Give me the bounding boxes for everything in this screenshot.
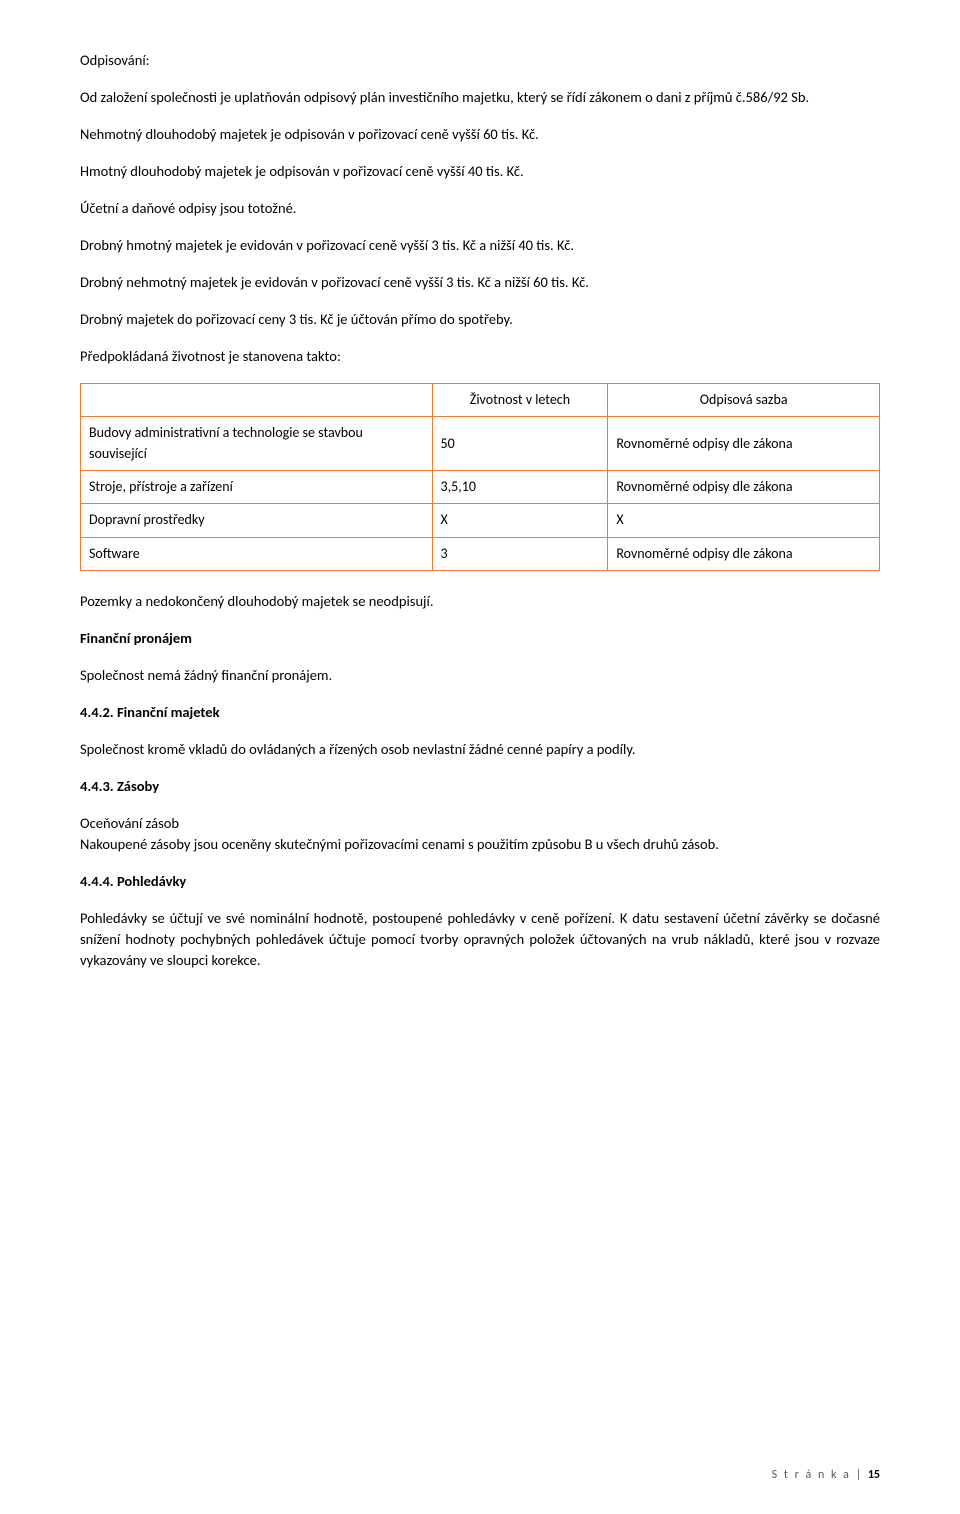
table-cell: Stroje, přístroje a zařízení bbox=[81, 471, 433, 504]
page-footer: S t r á n k a | 15 bbox=[772, 1467, 880, 1484]
paragraph: Společnost nemá žádný finanční pronájem. bbox=[80, 665, 880, 686]
table-header-row: Životnost v letech Odpisová sazba bbox=[81, 384, 880, 417]
section-heading: 4.4.2. Finanční majetek bbox=[80, 702, 880, 723]
table-cell: X bbox=[432, 504, 608, 537]
table-header-cell bbox=[81, 384, 433, 417]
table-cell: Rovnoměrné odpisy dle zákona bbox=[608, 417, 880, 471]
paragraph: Pohledávky se účtují ve své nominální ho… bbox=[80, 908, 880, 971]
paragraph: Odpisování: bbox=[80, 50, 880, 71]
table-cell: X bbox=[608, 504, 880, 537]
paragraph: Společnost kromě vkladů do ovládaných a … bbox=[80, 739, 880, 760]
table-row: Stroje, přístroje a zařízení 3,5,10 Rovn… bbox=[81, 471, 880, 504]
page-number: 15 bbox=[868, 1468, 880, 1482]
paragraph: Drobný nehmotný majetek je evidován v po… bbox=[80, 272, 880, 293]
table-cell: Software bbox=[81, 537, 433, 570]
paragraph: Předpokládaná životnost je stanovena tak… bbox=[80, 346, 880, 367]
paragraph: Od založení společnosti je uplatňován od… bbox=[80, 87, 880, 108]
table-cell: Rovnoměrné odpisy dle zákona bbox=[608, 471, 880, 504]
footer-label: S t r á n k a bbox=[772, 1468, 851, 1482]
paragraph: Hmotný dlouhodobý majetek je odpisován v… bbox=[80, 161, 880, 182]
paragraph: Drobný majetek do pořizovací ceny 3 tis.… bbox=[80, 309, 880, 330]
table-header-cell: Odpisová sazba bbox=[608, 384, 880, 417]
section-heading: 4.4.4. Pohledávky bbox=[80, 871, 880, 892]
table-row: Budovy administrativní a technologie se … bbox=[81, 417, 880, 471]
table-cell: 3,5,10 bbox=[432, 471, 608, 504]
table-row: Software 3 Rovnoměrné odpisy dle zákona bbox=[81, 537, 880, 570]
paragraph: Nakoupené zásoby jsou oceněny skutečnými… bbox=[80, 834, 880, 855]
section-heading: 4.4.3. Zásoby bbox=[80, 776, 880, 797]
table-cell: Budovy administrativní a technologie se … bbox=[81, 417, 433, 471]
table-row: Dopravní prostředky X X bbox=[81, 504, 880, 537]
paragraph: Oceňování zásob bbox=[80, 813, 880, 834]
section-heading: Finanční pronájem bbox=[80, 628, 880, 649]
footer-sep: | bbox=[851, 1468, 868, 1482]
paragraph: Účetní a daňové odpisy jsou totožné. bbox=[80, 198, 880, 219]
paragraph: Pozemky a nedokončený dlouhodobý majetek… bbox=[80, 591, 880, 612]
table-cell: 3 bbox=[432, 537, 608, 570]
table-header-cell: Životnost v letech bbox=[432, 384, 608, 417]
depreciation-table: Životnost v letech Odpisová sazba Budovy… bbox=[80, 383, 880, 571]
table-cell: Dopravní prostředky bbox=[81, 504, 433, 537]
table-cell: 50 bbox=[432, 417, 608, 471]
paragraph: Drobný hmotný majetek je evidován v poři… bbox=[80, 235, 880, 256]
paragraph: Nehmotný dlouhodobý majetek je odpisován… bbox=[80, 124, 880, 145]
table-cell: Rovnoměrné odpisy dle zákona bbox=[608, 537, 880, 570]
